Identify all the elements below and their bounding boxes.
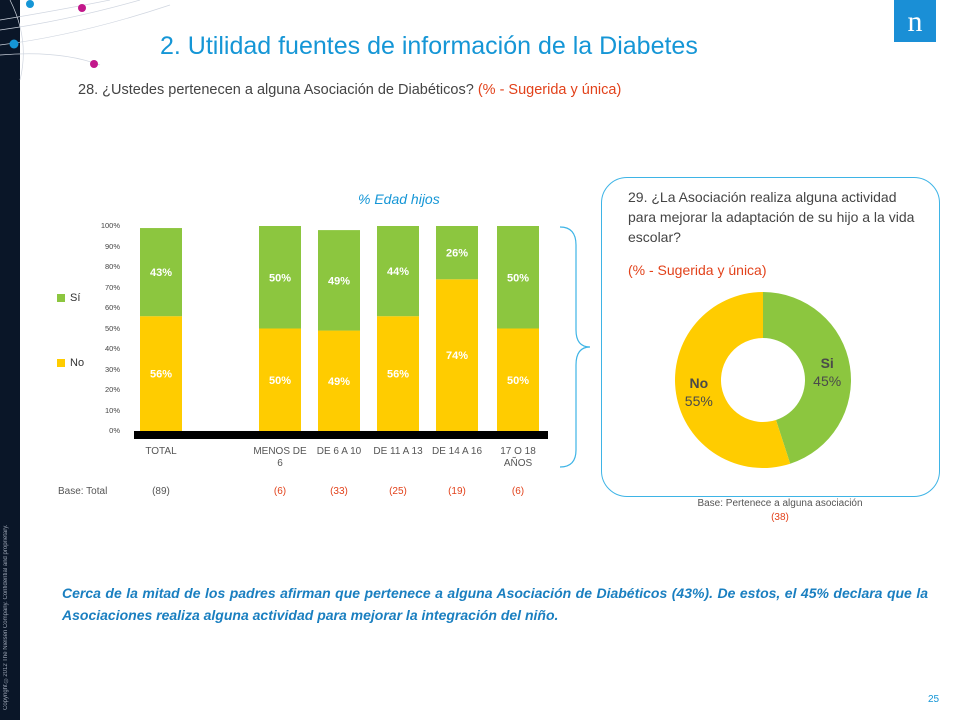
bar-si bbox=[497, 226, 539, 329]
bar-si bbox=[140, 228, 182, 317]
bar-value-label: 43% bbox=[150, 267, 172, 279]
page-title: 2. Utilidad fuentes de información de la… bbox=[160, 32, 698, 60]
base-value: (89) bbox=[152, 486, 170, 497]
pie-base-n: (38) bbox=[771, 512, 789, 523]
y-tick-label: 10% bbox=[104, 405, 120, 415]
base-value: (25) bbox=[389, 486, 407, 497]
bar-value-label: 56% bbox=[150, 369, 172, 381]
page-number: 25 bbox=[928, 694, 940, 705]
base-value: (33) bbox=[330, 486, 348, 497]
x-tick-label: 17 O 18 AÑOS bbox=[500, 446, 536, 469]
legend-swatch-no bbox=[57, 359, 65, 368]
bar-no bbox=[497, 328, 539, 431]
y-tick-label: 80% bbox=[104, 262, 120, 271]
question-28: 28. ¿Ustedes pertenecen a alguna Asociac… bbox=[78, 82, 621, 98]
y-tick-label: 50% bbox=[104, 323, 120, 333]
y-tick-label: 90% bbox=[104, 241, 120, 251]
bar-si bbox=[377, 226, 419, 317]
x-axis-baseline bbox=[134, 431, 548, 439]
bar-value-label: 50% bbox=[269, 375, 291, 387]
y-tick-label: 60% bbox=[104, 303, 120, 312]
bar-no bbox=[436, 279, 478, 431]
legend-item-si: Sí bbox=[57, 292, 80, 304]
bar-value-label: 74% bbox=[446, 350, 468, 362]
x-tick-label: DE 14 A 16 bbox=[431, 446, 483, 457]
legend-label-no: No bbox=[70, 357, 85, 369]
pie-base-text: Base: Pertenece a alguna asociación bbox=[697, 498, 863, 509]
y-tick-label: 40% bbox=[104, 344, 120, 353]
base-value: (19) bbox=[448, 486, 466, 497]
bar-no bbox=[259, 328, 301, 431]
question-28-qualifier: (% - Sugerida y única) bbox=[477, 82, 622, 98]
bar-si bbox=[259, 226, 301, 329]
decorative-dots bbox=[0, 0, 171, 80]
chart-subtitle: % Edad hijos bbox=[358, 191, 440, 207]
question-29-qualifier: (% - Sugerida y única) bbox=[628, 262, 767, 278]
question-29-text: 29. ¿La Asociación realiza alguna activi… bbox=[628, 189, 915, 245]
brace-connector bbox=[559, 226, 591, 468]
bar-no bbox=[140, 316, 182, 431]
bar-value-label: 56% bbox=[387, 369, 409, 381]
base-value: (6) bbox=[511, 486, 525, 497]
bar-value-label: 44% bbox=[387, 266, 409, 278]
bar-value-label: 50% bbox=[507, 272, 529, 284]
nielsen-logo: n bbox=[894, 0, 936, 42]
conclusion-text: Cerca de la mitad de los padres afirman … bbox=[62, 585, 928, 623]
x-tick-label: DE 11 A 13 bbox=[373, 446, 423, 457]
bar-no bbox=[318, 330, 360, 431]
base-value: (6) bbox=[273, 486, 287, 497]
question-28-text: 28. ¿Ustedes pertenecen a alguna Asociac… bbox=[78, 82, 474, 98]
y-tick-label: 100% bbox=[100, 221, 120, 230]
left-sidebar-strip bbox=[0, 0, 20, 720]
legend-item-no: No bbox=[57, 357, 84, 369]
bar-value-label: 49% bbox=[328, 275, 350, 287]
x-tick-label: MENOS DE 6 bbox=[253, 446, 307, 469]
base-label: Base: Total bbox=[58, 486, 108, 497]
pie-base-note: Base: Pertenece a alguna asociación (38) bbox=[690, 497, 870, 525]
y-tick-label: 30% bbox=[104, 364, 120, 374]
y-tick-label: 0% bbox=[109, 426, 120, 435]
legend-swatch-si bbox=[57, 294, 65, 303]
x-tick-label: TOTAL bbox=[145, 446, 177, 457]
bar-si bbox=[318, 230, 360, 331]
bar-no bbox=[377, 316, 419, 431]
legend-label-si: Sí bbox=[70, 292, 81, 304]
x-tick-label: DE 6 A 10 bbox=[316, 446, 362, 457]
y-tick-label: 70% bbox=[104, 282, 120, 292]
bar-value-label: 50% bbox=[269, 272, 291, 284]
bar-si bbox=[436, 226, 478, 280]
copyright-notice: Copyright ©2012 The Nielsen Company. Con… bbox=[3, 524, 9, 710]
bar-value-label: 26% bbox=[446, 248, 468, 260]
y-tick-label: 20% bbox=[104, 385, 120, 394]
bar-value-label: 50% bbox=[507, 375, 529, 387]
bar-value-label: 49% bbox=[328, 376, 350, 388]
question-29-panel bbox=[601, 177, 940, 497]
